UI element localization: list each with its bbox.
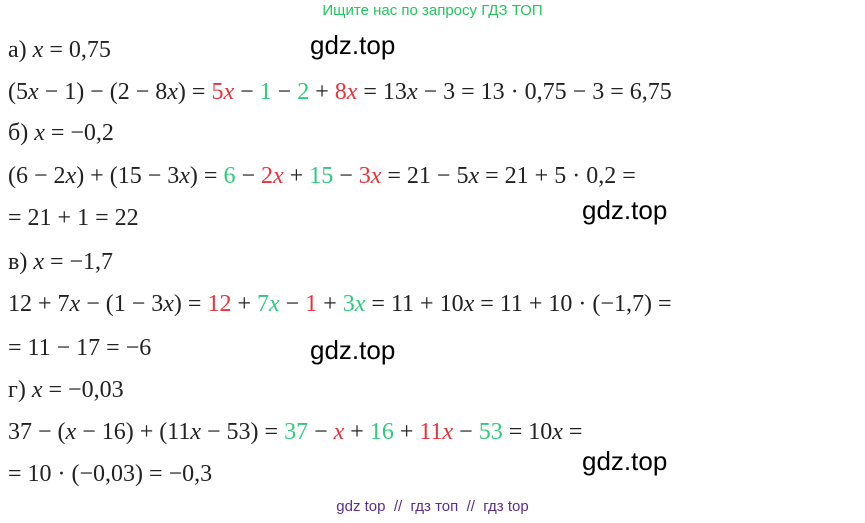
math-segment: 2x [260,163,284,189]
math-segment: 7x [257,291,280,317]
math-line: а) x = 0,75 [8,35,111,65]
math-segment: 37 − (x − 16) + (11x − 53) = [8,419,285,445]
math-segment: − [279,291,306,317]
math-segment: = 10 · (−0,03) = −0,3 [8,461,213,487]
math-line: (5x − 1) − (2 − 8x) = 5x − 1 − 2 + 8x = … [8,77,672,107]
math-segment: 12 [207,291,232,317]
math-segment: 12 + 7x − (1 − 3x) = [8,291,208,317]
math-line: в) x = −1,7 [8,247,113,277]
math-segment: − [453,419,479,445]
math-segment: г) x = −0,03 [8,377,124,403]
math-segment: = 21 + 1 = 22 [8,205,139,231]
math-segment: = 11 + 10x = 11 + 10 · (−1,7) = [365,291,672,317]
watermark: gdz.top [582,195,668,225]
math-segment: + [283,163,310,189]
math-line: = 11 − 17 = −6 [8,333,151,363]
math-segment: а) x = 0,75 [8,37,111,63]
math-segment: = 10x = [502,419,583,445]
math-segment: 3x [342,291,366,317]
math-segment: + [393,419,420,445]
math-segment: 11x [419,419,454,445]
math-line: 12 + 7x − (1 − 3x) = 12 + 7x − 1 + 3x = … [8,289,671,319]
footer: gdz top // гдз топ // гдз top [336,498,529,515]
math-segment: 2 [297,79,310,105]
math-line: = 10 · (−0,03) = −0,3 [8,459,212,489]
math-segment: б) x = −0,2 [8,120,114,146]
math-segment: − [333,163,359,189]
math-segment: 15 [309,163,334,189]
math-segment: − [235,163,261,189]
math-segment: + [231,291,257,317]
math-segment: + [317,291,343,317]
math-segment: 1 [259,79,272,105]
math-line: = 21 + 1 = 22 [8,203,139,233]
math-segment: 53 [478,419,503,445]
math-segment: x [333,419,345,445]
math-segment: − [308,419,334,445]
math-segment: 6 [223,163,236,189]
math-line: (6 − 2x) + (15 − 3x) = 6 − 2x + 15 − 3x … [8,161,636,191]
math-segment: = 13x − 3 = 13 · 0,75 − 3 = 6,75 [357,79,672,105]
math-segment: 8x [334,79,358,105]
header: Ищите нас по запросу ГДЗ ТОП [322,2,543,19]
math-line: 37 − (x − 16) + (11x − 53) = 37 − x + 16… [8,417,582,447]
math-segment: + [309,79,335,105]
math-segment: = 21 − 5x = 21 + 5 · 0,2 = [381,163,636,189]
math-segment: + [344,419,370,445]
math-segment: = 11 − 17 = −6 [8,335,152,361]
watermark: gdz.top [310,30,396,60]
watermark: gdz.top [582,446,668,476]
math-segment: 16 [369,419,394,445]
math-segment: (6 − 2x) + (15 − 3x) = [8,163,224,189]
math-segment: 37 [284,419,309,445]
math-segment: 5x [211,79,235,105]
watermark: gdz.top [310,335,396,365]
math-segment: 1 [305,291,318,317]
math-segment: − [234,79,260,105]
math-segment: − [271,79,298,105]
math-segment: 3x [358,163,382,189]
math-segment: (5x − 1) − (2 − 8x) = [8,79,212,105]
math-line: г) x = −0,03 [8,375,124,405]
math-line: б) x = −0,2 [8,118,114,148]
math-segment: в) x = −1,7 [8,249,114,275]
